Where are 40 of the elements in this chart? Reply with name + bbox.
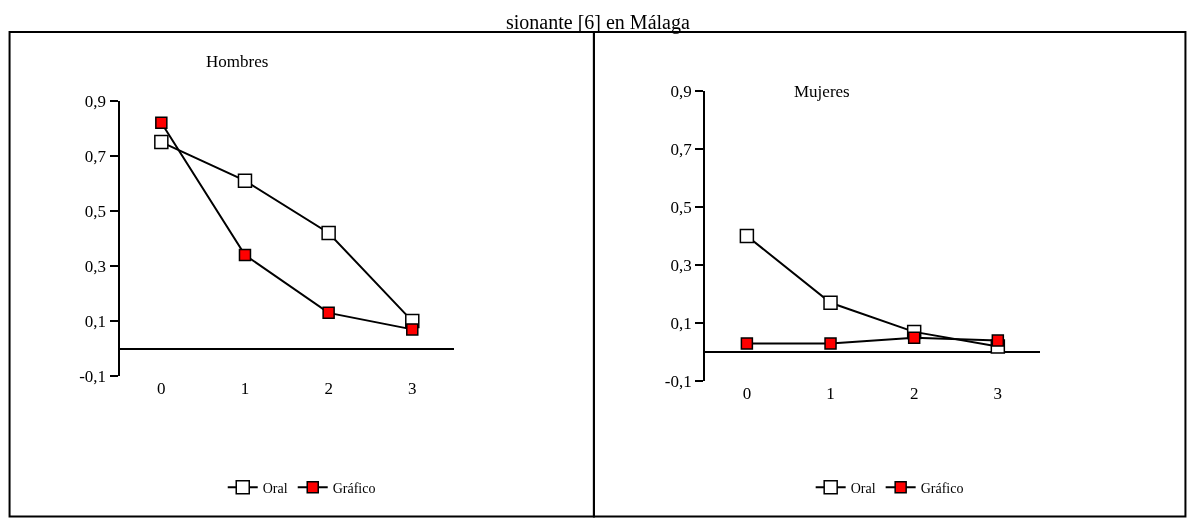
point xyxy=(907,331,921,344)
y-tick-label: -0,1 xyxy=(79,367,107,387)
point xyxy=(322,306,335,320)
point xyxy=(154,134,169,150)
y-tick-label: 0,3 xyxy=(670,255,692,275)
legend-label: Oral xyxy=(262,480,288,496)
y-tick-label: 0,5 xyxy=(84,201,107,221)
x-tick-label: 1 xyxy=(240,379,250,399)
y-tick-label: 0,7 xyxy=(84,146,107,166)
point xyxy=(824,337,837,350)
x-tick-label: 2 xyxy=(324,379,333,399)
y-tick-label: 0,5 xyxy=(670,197,692,217)
point xyxy=(155,116,168,130)
x-tick-label: 3 xyxy=(993,384,1003,404)
y-tick-label: 0,9 xyxy=(84,91,107,111)
point xyxy=(237,173,253,188)
x-tick-label: 3 xyxy=(408,379,417,399)
x-tick-label: 0 xyxy=(742,384,752,404)
chart-title: Mujeres xyxy=(794,82,850,101)
point xyxy=(739,228,755,244)
y-tick-label: 0,1 xyxy=(84,312,107,332)
point xyxy=(991,334,1005,347)
point xyxy=(823,295,838,311)
point xyxy=(740,337,754,350)
y-tick-label: 0,1 xyxy=(670,314,692,334)
text: sionante [6] en Málaga xyxy=(506,11,690,34)
point xyxy=(321,225,336,241)
y-tick-label: 0,7 xyxy=(670,139,693,159)
x-tick-label: 1 xyxy=(826,384,835,404)
point xyxy=(406,323,419,336)
point xyxy=(238,248,252,262)
legend-label: Oral xyxy=(850,480,876,496)
y-tick-label: 0,9 xyxy=(670,81,692,101)
y-tick-label: 0,3 xyxy=(84,256,107,276)
chart-title: Hombres xyxy=(206,52,269,71)
x-tick-label: 0 xyxy=(157,379,166,399)
legend-label: Gráfico xyxy=(332,480,376,496)
legend-label: Gráfico xyxy=(920,480,964,496)
y-tick-label: -0,1 xyxy=(664,372,692,392)
x-tick-label: 2 xyxy=(909,384,919,404)
